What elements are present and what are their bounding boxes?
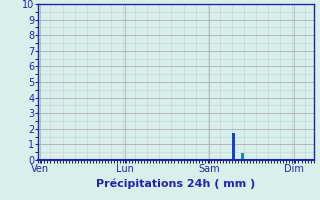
X-axis label: Précipitations 24h ( mm ): Précipitations 24h ( mm ) xyxy=(96,178,256,189)
Bar xyxy=(232,133,235,160)
Bar xyxy=(241,153,244,160)
